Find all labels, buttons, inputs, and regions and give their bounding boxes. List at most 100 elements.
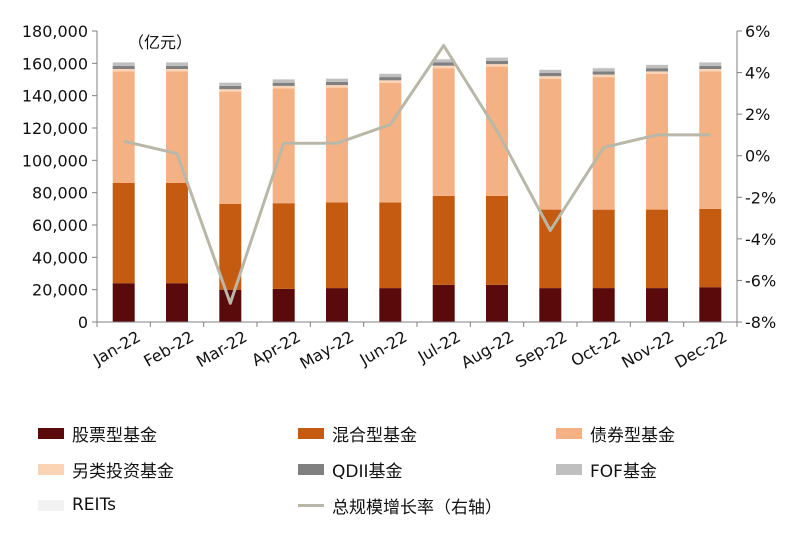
bar-segment-Nov-22-s2 (646, 73, 668, 210)
bar-segment-Sep-22-s4 (539, 73, 562, 77)
unit-label: （亿元） (128, 33, 192, 52)
bar-segment-May-22-s1 (326, 202, 348, 289)
bars-layer (112, 57, 722, 322)
bar-segment-Feb-22-s2 (166, 71, 188, 183)
legend-swatch-bond (556, 427, 582, 439)
left-tick-label-1: 20,000 (32, 281, 88, 300)
bar-segment-Aug-22-s1 (486, 195, 508, 285)
bar-segment-Jul-22-s6 (432, 58, 455, 60)
bar-segment-Oct-22-s5 (592, 68, 615, 72)
bar-segment-Jan-22-s2 (112, 71, 135, 183)
bar-segment-Feb-22-s4 (166, 65, 188, 69)
legend-swatch-alternative (38, 463, 64, 475)
bar-segment-Jan-22-s3 (112, 69, 135, 72)
bar-segment-Aug-22-s0 (486, 284, 508, 322)
bar-segment-Oct-22-s1 (592, 209, 615, 288)
bar-segment-Aug-22-s5 (486, 57, 508, 61)
legend-swatch-growth (298, 503, 324, 507)
bar-segment-Oct-22-s4 (592, 71, 615, 75)
bar-segment-Oct-22-s3 (592, 74, 615, 78)
bar-segment-Jun-22-s2 (379, 82, 402, 203)
bar-segment-Jan-22-s1 (112, 183, 135, 284)
bar-segment-Feb-22-s6 (166, 61, 188, 63)
left-tick-label-8: 160,000 (22, 54, 88, 73)
bar-segment-Oct-22-s6 (592, 67, 615, 69)
bar-segment-Jul-22-s0 (432, 284, 455, 322)
legend-item-reits: REITs (38, 494, 116, 516)
bar-segment-Sep-22-s2 (539, 78, 562, 210)
legend-label-reits: REITs (72, 495, 116, 515)
legend-label-growth: 总规模增长率（右轴） (332, 497, 502, 518)
left-tick-label-9: 180,000 (22, 22, 88, 41)
bar-segment-Jun-22-s5 (379, 73, 402, 77)
legend-swatch-qdii (298, 463, 324, 475)
legend-label-fof: FOF基金 (590, 461, 657, 482)
bar-segment-May-22-s4 (326, 81, 348, 86)
left-tick-label-3: 60,000 (32, 216, 88, 235)
right-tick-label-3: -2% (745, 188, 776, 207)
legend-swatch-fof (556, 463, 582, 475)
bar-segment-Apr-22-s0 (272, 288, 295, 322)
legend-label-hybrid: 混合型基金 (332, 425, 417, 446)
legend-swatch-reits (38, 499, 64, 511)
bar-segment-Aug-22-s6 (486, 57, 508, 58)
legend-label-stock: 股票型基金 (72, 425, 157, 446)
legend-label-qdii: QDII基金 (332, 461, 403, 482)
legend-item-growth: 总规模增长率（右轴） (298, 494, 502, 518)
bar-segment-Nov-22-s5 (646, 64, 668, 69)
bar-segment-Aug-22-s3 (486, 64, 508, 67)
bar-segment-May-22-s2 (326, 87, 348, 203)
legend-item-bond: 债券型基金 (556, 422, 675, 446)
bar-segment-Jan-22-s0 (112, 283, 135, 322)
bar-segment-Sep-22-s1 (539, 209, 562, 288)
right-tick-label-7: 6% (745, 22, 770, 41)
left-tick-label-6: 120,000 (22, 119, 88, 138)
bar-segment-Jan-22-s6 (112, 61, 135, 63)
bar-segment-Jan-22-s4 (112, 65, 135, 69)
bar-segment-Dec-22-s2 (699, 71, 722, 209)
legend-label-bond: 债券型基金 (590, 425, 675, 446)
right-tick-label-5: 2% (745, 105, 770, 124)
bar-segment-Apr-22-s5 (272, 79, 295, 83)
bar-segment-Sep-22-s5 (539, 69, 562, 73)
bar-segment-Nov-22-s1 (646, 209, 668, 288)
left-tick-label-5: 100,000 (22, 151, 88, 170)
bar-segment-May-22-s6 (326, 78, 348, 79)
legend-item-fof: FOF基金 (556, 458, 657, 482)
bar-segment-Feb-22-s1 (166, 183, 188, 284)
bar-segment-Jun-22-s6 (379, 73, 402, 74)
bar-segment-Mar-22-s5 (219, 82, 242, 86)
bar-segment-Apr-22-s1 (272, 203, 295, 289)
growth-rate-line (123, 44, 711, 305)
right-tick-label-6: 4% (745, 64, 770, 83)
bar-segment-Nov-22-s0 (646, 288, 668, 322)
bar-segment-Jun-22-s0 (379, 288, 402, 322)
bar-segment-Sep-22-s3 (539, 76, 562, 79)
bar-segment-Jul-22-s5 (432, 59, 455, 63)
bar-segment-Nov-22-s6 (646, 64, 668, 65)
bar-segment-Mar-22-s1 (219, 204, 242, 290)
left-tick-label-7: 140,000 (22, 87, 88, 106)
bar-segment-Dec-22-s1 (699, 208, 722, 288)
bar-segment-Sep-22-s6 (539, 69, 562, 70)
legend-item-stock: 股票型基金 (38, 422, 157, 446)
bar-segment-Mar-22-s6 (219, 82, 242, 83)
bar-segment-Jul-22-s4 (432, 62, 455, 66)
left-tick-label-0: 0 (78, 313, 88, 332)
legend-swatch-stock (38, 427, 64, 439)
bar-segment-Dec-22-s4 (699, 65, 722, 69)
legend-item-hybrid: 混合型基金 (298, 422, 417, 446)
bar-segment-Dec-22-s3 (699, 69, 722, 72)
bar-segment-Nov-22-s3 (646, 71, 668, 74)
right-tick-label-4: 0% (745, 147, 770, 166)
bar-segment-Jul-22-s3 (432, 65, 455, 69)
bar-segment-Apr-22-s3 (272, 86, 295, 89)
bar-segment-Dec-22-s0 (699, 287, 722, 322)
bar-segment-Apr-22-s6 (272, 78, 295, 80)
legend-item-alternative: 另类投资基金 (38, 458, 174, 482)
bar-segment-Jun-22-s3 (379, 80, 402, 83)
bar-segment-May-22-s0 (326, 288, 348, 322)
bar-segment-Mar-22-s2 (219, 91, 242, 204)
right-tick-label-2: -4% (745, 230, 776, 249)
